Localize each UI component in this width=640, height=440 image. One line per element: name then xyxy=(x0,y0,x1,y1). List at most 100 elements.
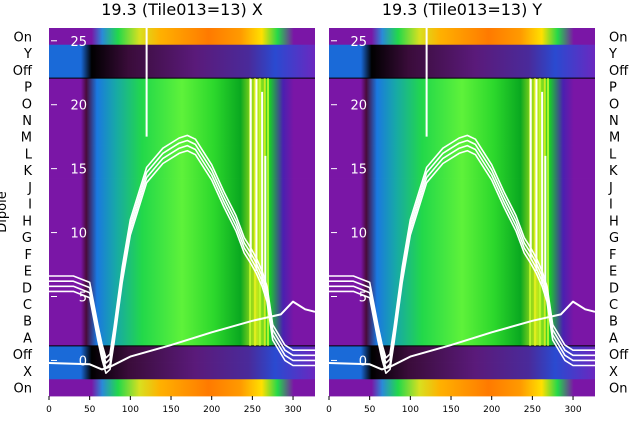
series-line xyxy=(328,300,596,371)
heatmap-row xyxy=(329,28,595,46)
row-label: E xyxy=(609,265,617,280)
row-label: B xyxy=(23,315,32,330)
overlay-tick-label: 15 xyxy=(350,163,367,178)
row-label: J xyxy=(27,181,32,196)
row-label: D xyxy=(609,281,619,296)
row-label: I xyxy=(28,198,32,213)
heatmap-row xyxy=(49,111,315,129)
row-label: A xyxy=(609,331,618,346)
heatmap-row xyxy=(49,161,315,179)
x-tick-label: 300 xyxy=(284,405,301,415)
row-label: Off xyxy=(13,64,33,79)
heatmap-row xyxy=(329,212,595,230)
overlay-tick-label: 20 xyxy=(350,99,367,114)
row-label: I xyxy=(609,198,613,213)
heatmap-row xyxy=(49,295,315,313)
overlay-tick-label: 10 xyxy=(70,227,87,242)
overlay-tick-label: 5 xyxy=(79,291,87,306)
heatmap-row xyxy=(329,145,595,163)
row-label: H xyxy=(609,214,619,229)
row-label: J xyxy=(608,181,613,196)
row-label: P xyxy=(609,81,617,96)
row-label: Off xyxy=(609,64,629,79)
overlay-tick-label: 25 xyxy=(350,35,367,50)
overlay-tick-label: 5 xyxy=(359,291,367,306)
x-tick-label: 200 xyxy=(203,405,220,415)
overlay-tick-label: 25 xyxy=(70,35,87,50)
heatmap-row xyxy=(49,228,315,246)
heatmap-row xyxy=(329,278,595,297)
row-label: Y xyxy=(608,47,617,62)
row-label: A xyxy=(23,331,32,346)
heatmap-row xyxy=(329,362,595,380)
x-tick-label: 300 xyxy=(564,405,581,415)
overlay-tick-label: 15 xyxy=(70,163,87,178)
heatmap-row xyxy=(49,44,315,62)
heatmap-row xyxy=(49,61,315,79)
row-label: G xyxy=(22,231,32,246)
x-tick-label: 0 xyxy=(326,405,332,415)
row-label: Off xyxy=(13,348,33,363)
overlay-tick-label: 20 xyxy=(70,99,87,114)
row-label: N xyxy=(609,114,619,129)
row-label: O xyxy=(609,97,619,112)
heatmap-row xyxy=(49,94,315,113)
heatmap-row xyxy=(49,145,315,163)
heatmap-row xyxy=(49,362,315,380)
heatmap-row xyxy=(49,178,315,196)
heatmap-row xyxy=(329,228,595,246)
heatmap-row xyxy=(329,178,595,196)
heatmap-row xyxy=(329,379,595,397)
row-label: N xyxy=(22,114,32,129)
heatmap-row xyxy=(49,345,315,363)
x-tick-label: 250 xyxy=(524,405,541,415)
chart-title-y: 19.3 (Tile013=13) Y xyxy=(382,0,543,19)
heatmap-row xyxy=(329,161,595,179)
row-label: X xyxy=(609,365,618,380)
row-label: K xyxy=(23,164,32,179)
row-label: H xyxy=(22,214,32,229)
heatmap-row xyxy=(49,195,315,213)
heatmap-row xyxy=(49,78,315,96)
x-tick-label: 100 xyxy=(122,405,139,415)
row-label: O xyxy=(22,97,32,112)
x-tick-label: 50 xyxy=(84,405,96,415)
x-tick-label: 150 xyxy=(162,405,179,415)
row-label: On xyxy=(14,30,32,45)
row-label: G xyxy=(609,231,619,246)
row-label: P xyxy=(24,81,32,96)
heatmap-streak xyxy=(547,78,550,346)
heatmap-row xyxy=(49,212,315,230)
heatmap-streak xyxy=(538,78,541,346)
heatmap-row xyxy=(329,111,595,129)
heatmap-row xyxy=(49,28,315,46)
row-label: M xyxy=(609,131,620,146)
row-label: E xyxy=(24,265,32,280)
overlay-tick-label: 0 xyxy=(359,354,367,369)
row-label: On xyxy=(609,382,627,397)
row-label: Y xyxy=(23,47,32,62)
x-tick-label: 0 xyxy=(46,405,52,415)
row-label: F xyxy=(25,248,32,263)
series-line xyxy=(48,300,316,371)
row-label: X xyxy=(23,365,32,380)
heatmap-streak xyxy=(533,78,536,346)
row-label: C xyxy=(23,298,32,313)
row-label: B xyxy=(609,315,618,330)
heatmap-row xyxy=(49,379,315,397)
heatmap-row xyxy=(49,262,315,280)
heatmap-row xyxy=(49,278,315,297)
row-label: D xyxy=(22,281,32,296)
heatmap-row xyxy=(329,61,595,79)
heatmap-row xyxy=(329,295,595,313)
row-label: L xyxy=(25,147,33,162)
heatmap-row xyxy=(329,44,595,62)
row-label: L xyxy=(609,147,617,162)
row-label: On xyxy=(609,30,627,45)
y-axis-label: Dipole xyxy=(0,191,10,232)
row-label: On xyxy=(14,382,32,397)
heatmap-row xyxy=(329,262,595,280)
row-label: C xyxy=(609,298,618,313)
